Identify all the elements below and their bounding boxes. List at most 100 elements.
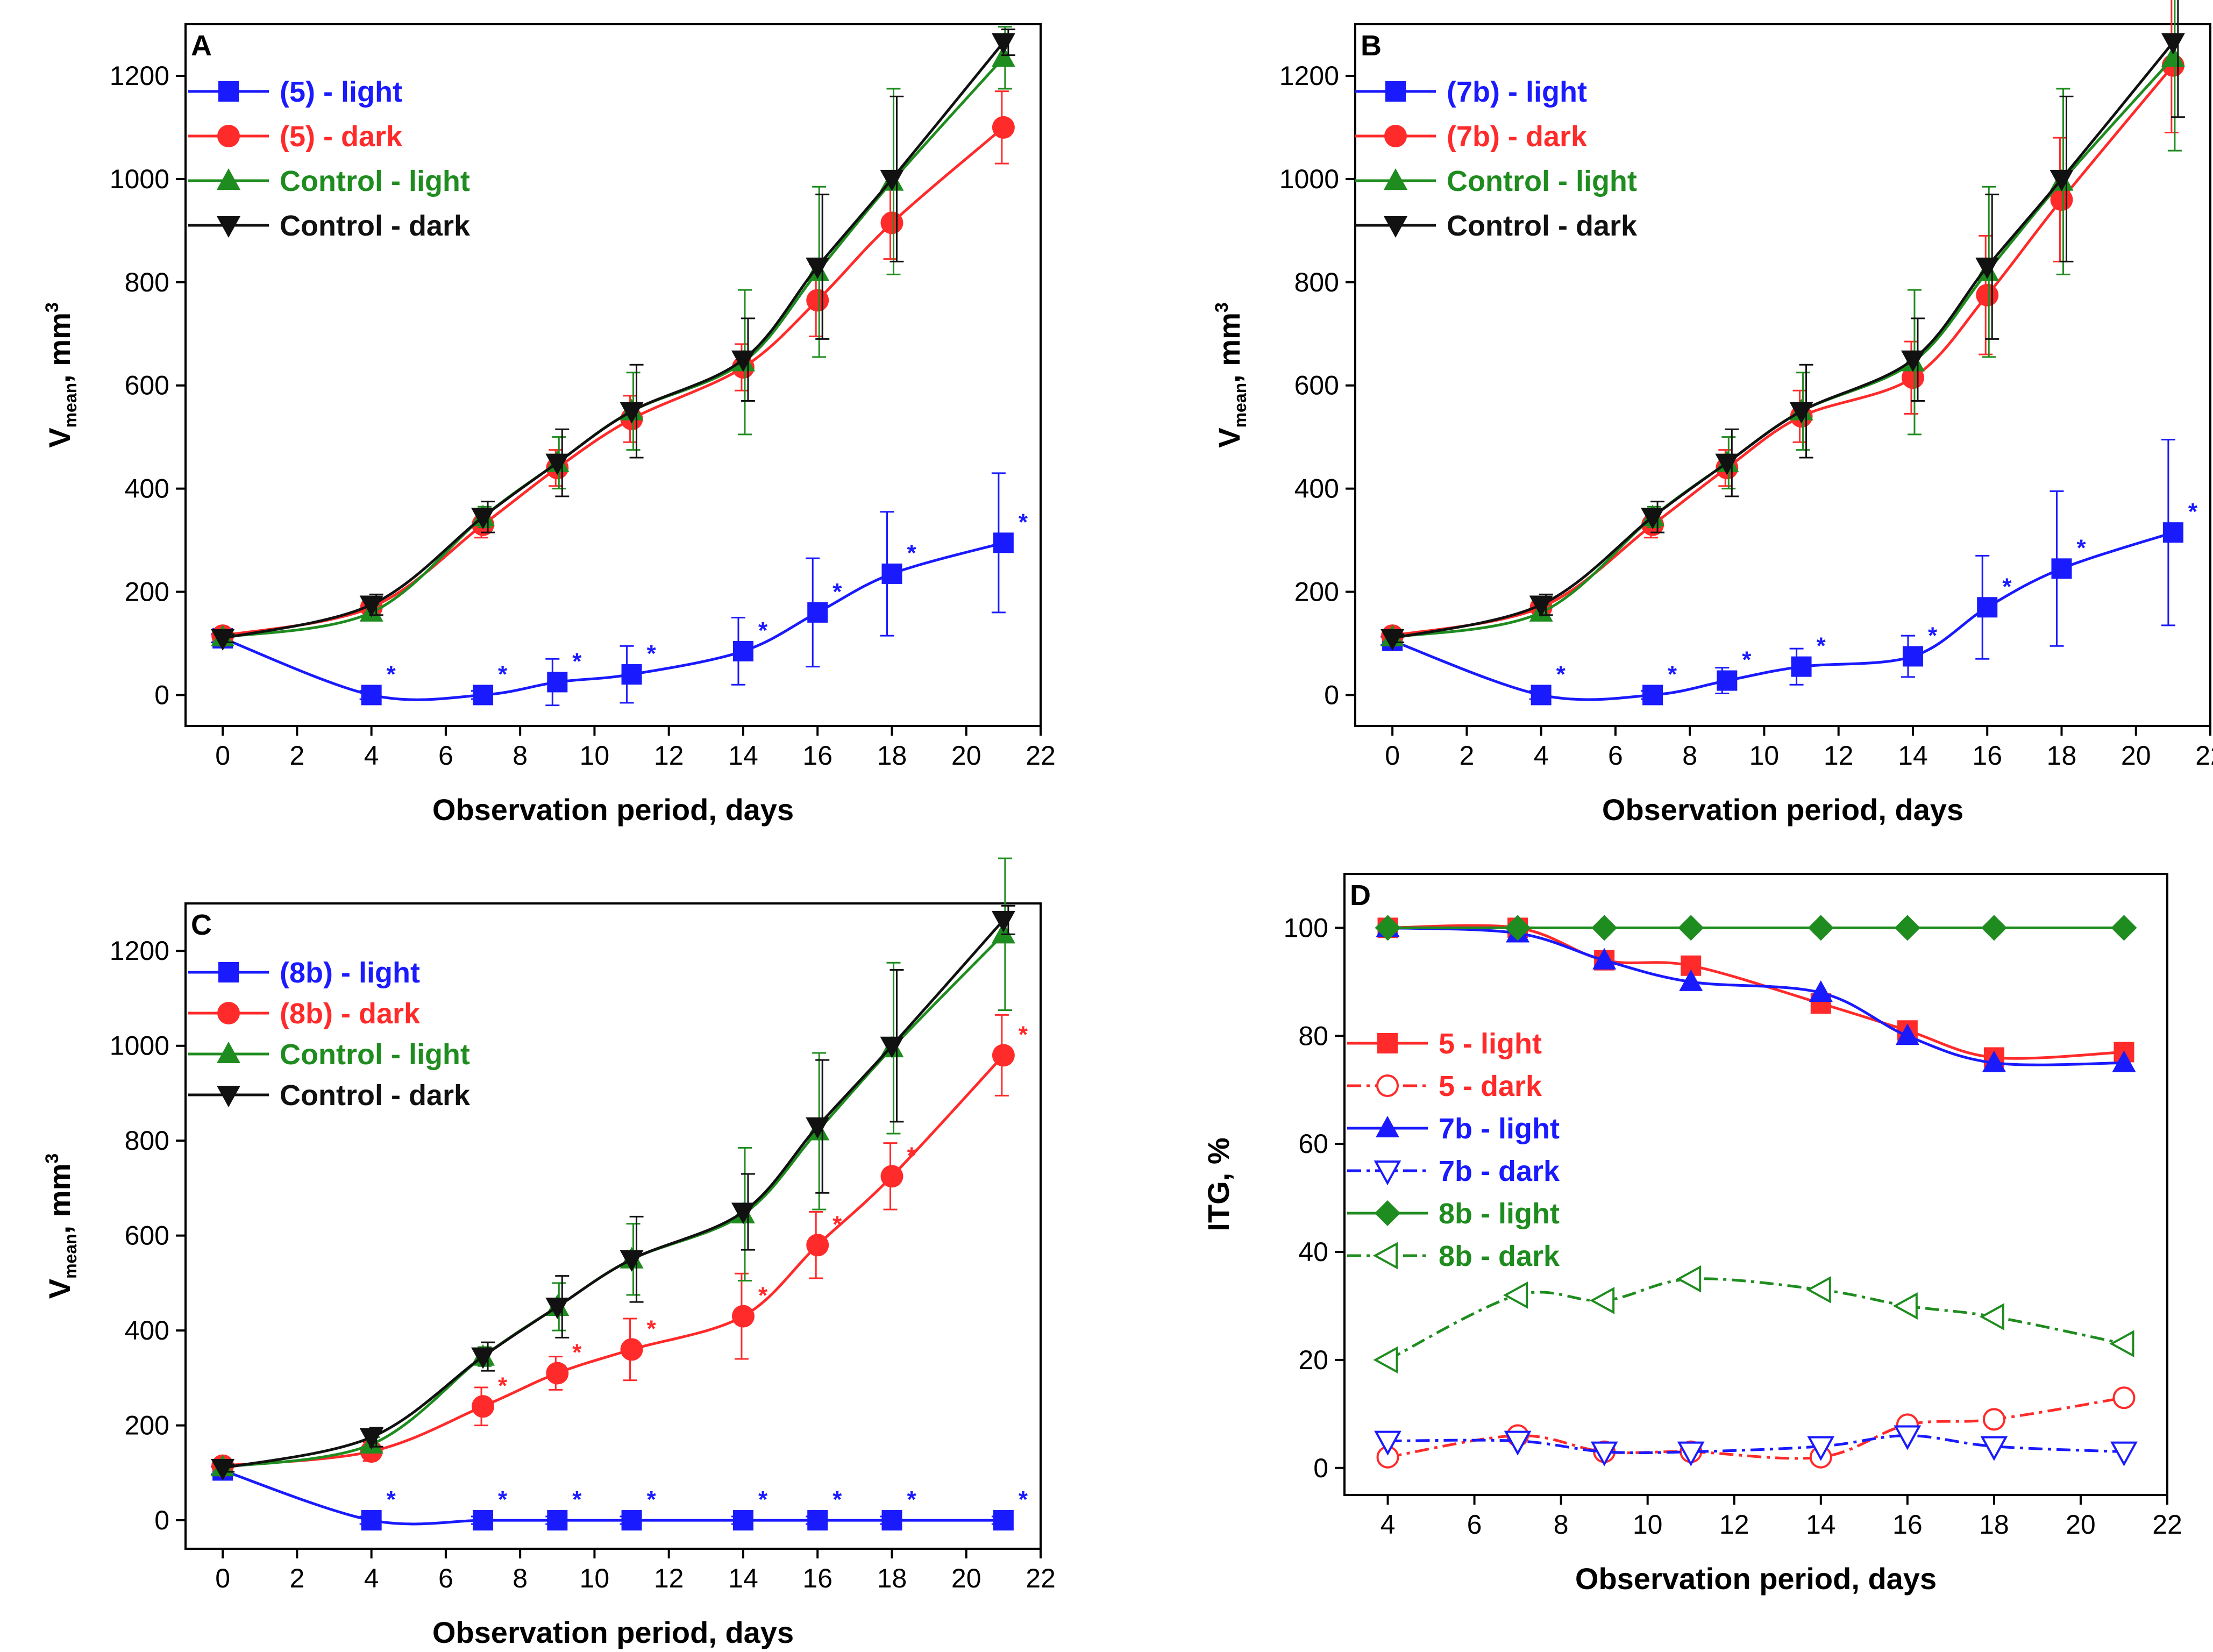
significance-star: * <box>758 617 768 644</box>
x-axis-title: Observation period, days <box>1602 793 1963 827</box>
series-0: * * * * * * * * <box>211 1460 1028 1531</box>
data-point <box>546 1362 569 1385</box>
data-point <box>991 33 1015 55</box>
data-point <box>731 350 755 372</box>
data-point <box>1892 1292 1918 1320</box>
data-point <box>547 1510 568 1531</box>
x-axis-title: Observation period, days <box>432 1615 794 1649</box>
data-point <box>1717 670 1738 691</box>
data-point <box>1375 915 1401 941</box>
data-point <box>881 1510 902 1531</box>
x-tick-label: 20 <box>2066 1509 2096 1540</box>
y-tick-label: 600 <box>125 371 169 401</box>
significance-star: * <box>832 579 842 605</box>
x-tick-label: 16 <box>802 740 832 771</box>
data-point <box>471 1347 495 1369</box>
panel-label: D <box>1350 879 1371 912</box>
series-3 <box>211 905 1015 1480</box>
data-point <box>993 1510 1014 1531</box>
y-tick-label: 100 <box>1284 913 1328 943</box>
x-tick-label: 20 <box>951 740 981 771</box>
data-point <box>807 1510 828 1531</box>
significance-star: * <box>1556 661 1566 687</box>
x-tick-label: 18 <box>1979 1509 2009 1540</box>
y-tick-label: 200 <box>1294 577 1339 607</box>
data-point <box>1591 915 1618 941</box>
data-point <box>2162 522 2183 543</box>
x-tick-label: 2 <box>1459 740 1474 771</box>
legend-label: 8b - dark <box>1439 1240 1560 1272</box>
x-tick-label: 18 <box>877 1563 907 1593</box>
data-point <box>1901 350 1925 372</box>
significance-star: * <box>647 1315 657 1342</box>
data-point <box>806 1117 830 1139</box>
x-tick-label: 4 <box>364 740 379 771</box>
x-tick-label: 12 <box>654 1563 684 1593</box>
legend-marker <box>1376 1074 1399 1097</box>
data-point <box>993 532 1014 553</box>
series-0: * * * * * * * * <box>1381 438 2198 706</box>
x-tick-label: 16 <box>1892 1509 1923 1540</box>
data-point <box>731 1305 755 1328</box>
x-tick-label: 8 <box>513 1563 528 1593</box>
data-point <box>1531 685 1552 706</box>
significance-star: * <box>647 1486 657 1513</box>
legend-marker <box>217 1002 240 1024</box>
data-point <box>1791 656 1812 677</box>
data-point <box>473 685 494 706</box>
legend-label: 8b - light <box>1439 1198 1560 1230</box>
x-tick-label: 0 <box>215 740 230 771</box>
data-point <box>620 1338 643 1361</box>
data-point <box>211 629 235 651</box>
data-point <box>880 211 903 234</box>
y-tick-label: 1200 <box>110 936 169 966</box>
data-point <box>880 169 904 191</box>
y-tick-label: 400 <box>125 1315 169 1345</box>
data-point <box>621 664 642 685</box>
significance-star: * <box>758 1283 768 1309</box>
significance-star: * <box>1668 661 1677 687</box>
significance-star: * <box>832 1211 842 1237</box>
series-1: * * * * * * * <box>211 1014 1028 1477</box>
data-point <box>1902 646 1923 667</box>
panel-label: B <box>1361 30 1382 62</box>
x-tick-label: 22 <box>2152 1509 2182 1540</box>
y-tick-label: 40 <box>1298 1237 1328 1267</box>
legend-label: (5) - light <box>280 76 402 108</box>
legend-label: Control - dark <box>280 210 471 242</box>
data-point <box>1979 1303 2004 1330</box>
data-point <box>806 289 829 312</box>
data-point <box>361 685 382 706</box>
legend-marker <box>217 1086 240 1107</box>
x-tick-label: 14 <box>728 740 758 771</box>
data-point <box>732 640 753 661</box>
panel-label: C <box>191 909 212 941</box>
y-tick-label: 800 <box>125 267 169 297</box>
data-point <box>1808 915 1834 941</box>
data-point <box>1373 1346 1398 1374</box>
x-tick-label: 10 <box>1633 1509 1663 1540</box>
legend-marker <box>1377 1033 1398 1053</box>
legend-marker <box>218 962 239 982</box>
x-tick-label: 6 <box>1608 740 1623 771</box>
data-point <box>1590 1287 1615 1314</box>
significance-star: * <box>647 640 657 667</box>
y-tick-label: 1000 <box>1279 164 1339 194</box>
significance-star: * <box>1019 1486 1028 1513</box>
significance-star: * <box>907 540 916 566</box>
x-tick-label: 22 <box>1026 740 1056 771</box>
data-point <box>1977 597 1998 618</box>
legend-label: Control - light <box>1447 165 1637 197</box>
data-point <box>1807 1436 1835 1461</box>
legend-marker <box>217 168 240 190</box>
data-point <box>806 1234 829 1257</box>
data-point <box>1980 1436 2008 1461</box>
y-tick-label: 400 <box>1294 474 1339 504</box>
y-tick-label: 0 <box>1313 1453 1328 1483</box>
data-point <box>472 1395 495 1418</box>
data-point <box>2110 1441 2138 1466</box>
data-point <box>1374 1430 1401 1456</box>
series-3 <box>1381 0 2185 651</box>
legend-label: Control - dark <box>1447 210 1638 242</box>
